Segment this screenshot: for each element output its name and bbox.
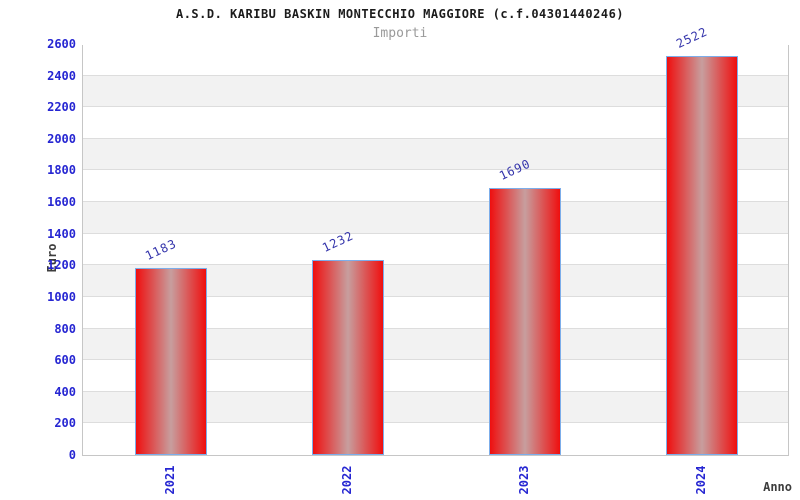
x-tick-label: 2021 bbox=[163, 465, 178, 495]
y-tick-label: 0 bbox=[68, 448, 76, 462]
y-tick-label: 400 bbox=[54, 384, 76, 399]
gridline bbox=[83, 327, 788, 329]
gridline bbox=[83, 106, 788, 108]
x-tick-label: 2023 bbox=[516, 465, 531, 495]
bar-2021 bbox=[135, 268, 208, 455]
gridline bbox=[83, 232, 788, 234]
bar-2023 bbox=[488, 187, 561, 455]
gridline bbox=[83, 74, 788, 76]
chart-title: A.S.D. KARIBU BASKIN MONTECCHIO MAGGIORE… bbox=[175, 7, 625, 21]
y-tick-label: 2600 bbox=[47, 37, 76, 51]
x-axis-title: Anno bbox=[763, 480, 792, 494]
x-tick-label: 2024 bbox=[693, 465, 708, 495]
y-tick-label: 1800 bbox=[47, 163, 76, 178]
y-tick-label: 200 bbox=[54, 416, 76, 431]
gridline bbox=[83, 137, 788, 139]
y-tick-label: 1600 bbox=[47, 195, 76, 210]
y-tick-label: 2000 bbox=[47, 131, 76, 146]
gridline bbox=[83, 422, 788, 424]
chart-subtitle: Importi bbox=[372, 26, 428, 41]
bar-2022 bbox=[312, 260, 385, 455]
gridline bbox=[83, 201, 788, 203]
gridline bbox=[83, 359, 788, 361]
y-tick-label: 600 bbox=[54, 353, 76, 368]
y-tick-label: 1400 bbox=[47, 226, 76, 241]
y-tick-label: 1200 bbox=[47, 258, 76, 273]
bar-2024 bbox=[665, 56, 738, 455]
gridline bbox=[83, 169, 788, 171]
gridline bbox=[83, 295, 788, 297]
y-tick-label: 800 bbox=[54, 321, 76, 336]
plot-area bbox=[82, 44, 789, 456]
x-tick-label: 2022 bbox=[340, 465, 355, 495]
y-tick-label: 1000 bbox=[47, 289, 76, 304]
y-tick-label: 2400 bbox=[47, 68, 76, 83]
y-tick-label: 2200 bbox=[47, 100, 76, 115]
gridline bbox=[83, 264, 788, 266]
gridline bbox=[83, 390, 788, 392]
